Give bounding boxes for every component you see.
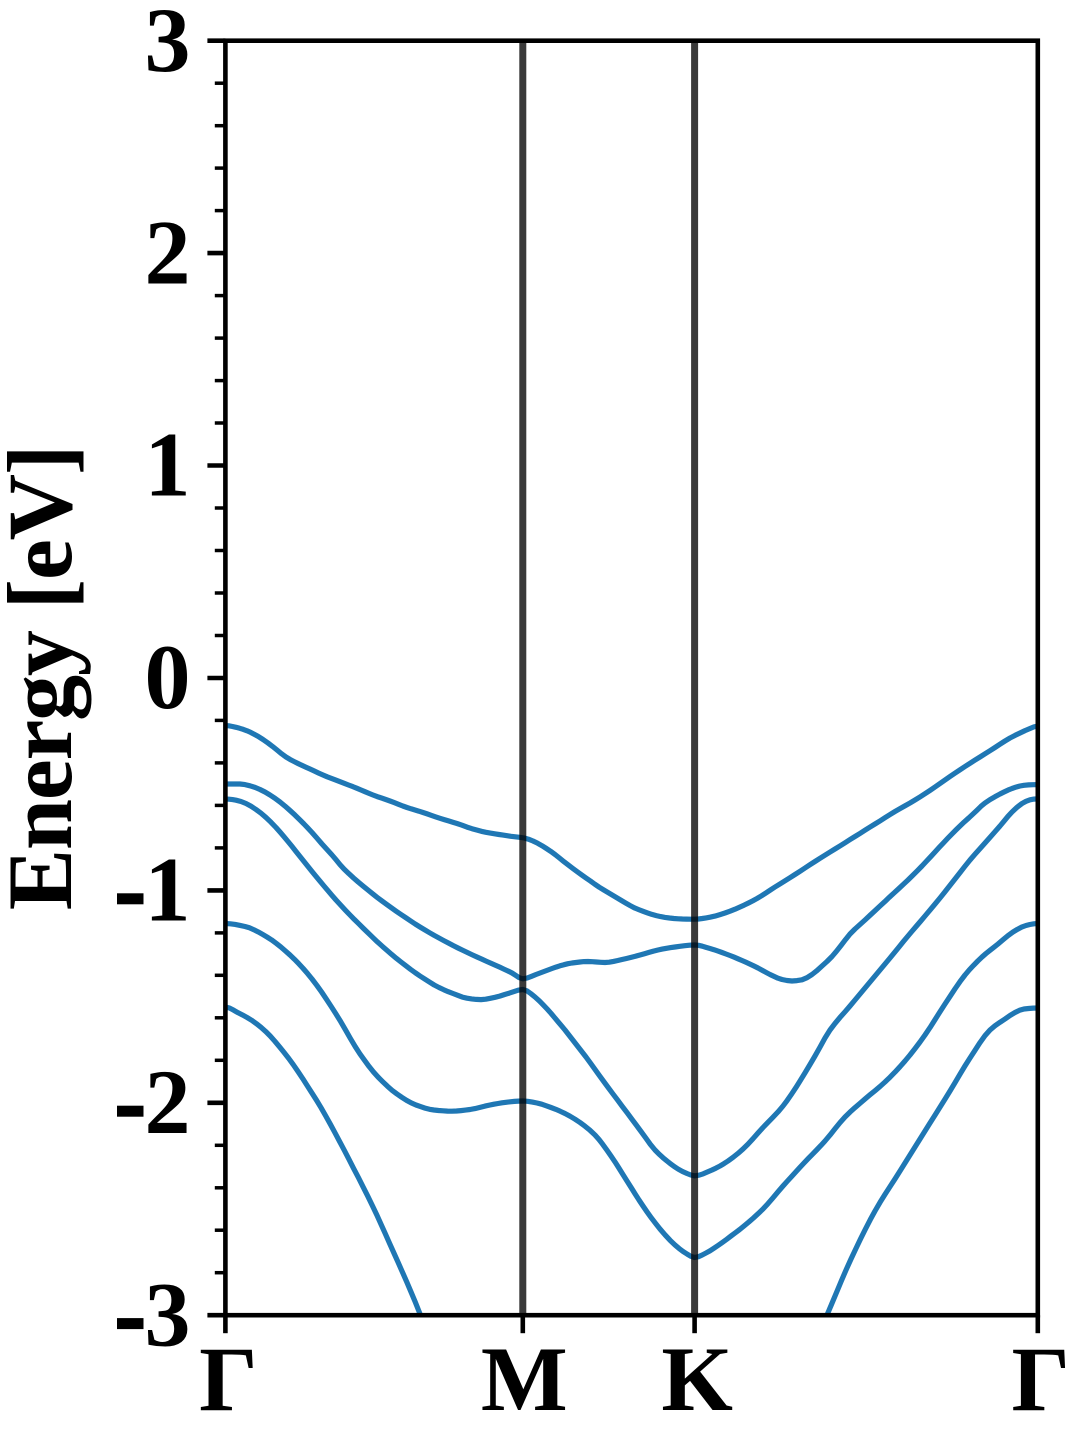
- svg-text:1: 1: [145, 414, 191, 516]
- svg-text:2: 2: [145, 1051, 191, 1153]
- svg-text:3: 3: [145, 0, 191, 91]
- svg-text:0: 0: [145, 626, 191, 728]
- svg-text:3: 3: [145, 1263, 191, 1365]
- svg-text:2: 2: [145, 201, 191, 303]
- svg-text:Γ: Γ: [1012, 1328, 1071, 1430]
- svg-text:1: 1: [145, 839, 191, 941]
- svg-text:Energy [eV]: Energy [eV]: [0, 446, 91, 911]
- svg-text:Γ: Γ: [199, 1328, 258, 1430]
- svg-text:M: M: [481, 1328, 568, 1430]
- svg-text:K: K: [661, 1328, 733, 1430]
